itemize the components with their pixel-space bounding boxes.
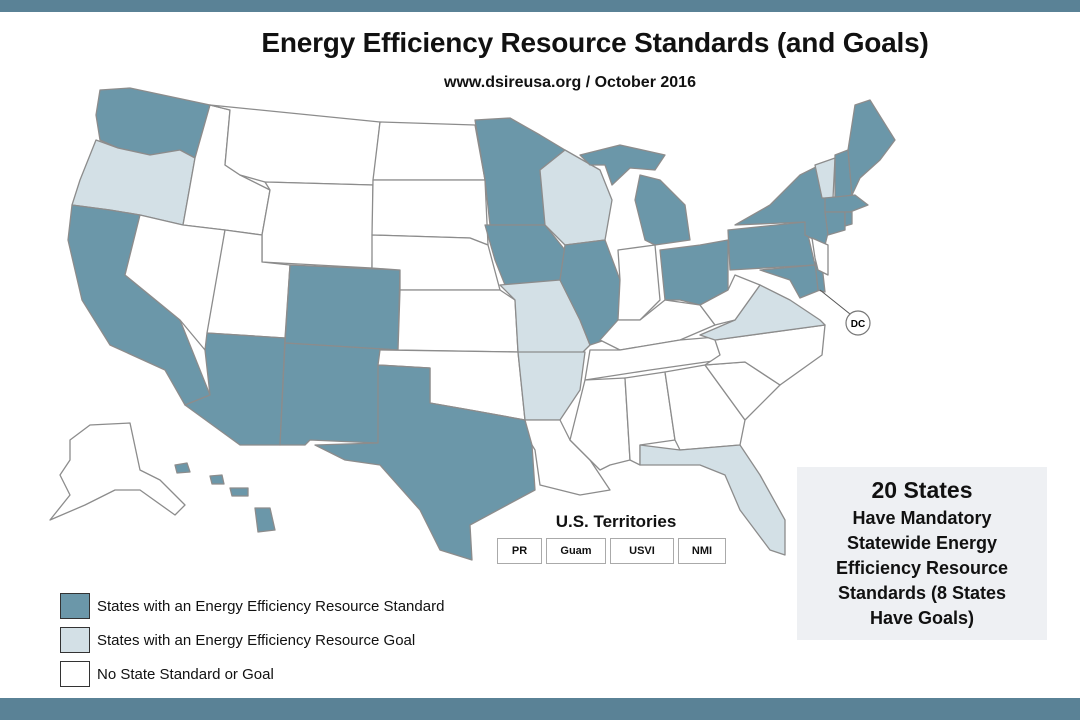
state-md [759,264,821,299]
territories-list: PR Guam USVI NMI [497,538,726,564]
legend-swatch-goal [60,627,90,653]
state-me [847,99,896,196]
map-title: Energy Efficiency Resource Standards (an… [261,27,929,58]
map-subtitle: www.dsireusa.org / October 2016 [444,74,696,91]
state-tx [314,364,536,561]
dc-marker [845,310,871,336]
summary-headline: 20 States [871,477,973,503]
legend-item-none: No State Standard or Goal [60,657,444,691]
state-ar [517,351,586,421]
state-hi-3 [229,487,249,497]
territory-guam: Guam [546,538,606,564]
legend-swatch-none [60,661,90,687]
state-nd [372,121,486,181]
state-mi-lower [634,174,691,246]
territories-title: U.S. Territories [555,512,677,531]
state-wv [699,274,761,326]
legend: States with an Energy Efficiency Resourc… [60,589,444,691]
state-hi-1 [174,462,191,474]
legend-item-goal: States with an Energy Efficiency Resourc… [60,623,444,657]
state-wy [261,181,374,269]
legend-swatch-standard [60,593,90,619]
state-nj [811,237,829,276]
state-hi-2 [209,474,225,485]
state-wi [539,149,613,246]
territory-usvi: USVI [610,538,674,564]
state-ak [49,422,186,521]
state-ri [844,211,853,227]
legend-label-none: No State Standard or Goal [97,665,274,683]
bottom-border-bar [0,698,1080,720]
state-hi-4 [254,507,276,533]
legend-item-standard: States with an Energy Efficiency Resourc… [60,589,444,623]
territory-pr: PR [497,538,542,564]
state-mi [579,144,666,186]
territory-nmi: NMI [678,538,726,564]
state-fl [639,444,786,556]
dc-leader-line [819,289,856,319]
legend-label-goal: States with an Energy Efficiency Resourc… [97,631,416,649]
state-ks [397,289,519,353]
summary-box: 20 States Have Mandatory Statewide Energ… [797,467,1047,640]
legend-label-standard: States with an Energy Efficiency Resourc… [97,597,445,615]
state-ct [824,211,846,236]
top-border-bar [0,0,1080,12]
state-nc [704,324,826,386]
state-ma [824,194,869,213]
summary-body: Have Mandatory Statewide Energy Efficien… [835,508,1009,628]
state-co [284,264,401,351]
state-ia [484,224,566,286]
state-pa [727,221,816,271]
dc-label: DC [851,319,865,330]
state-la [524,419,611,496]
